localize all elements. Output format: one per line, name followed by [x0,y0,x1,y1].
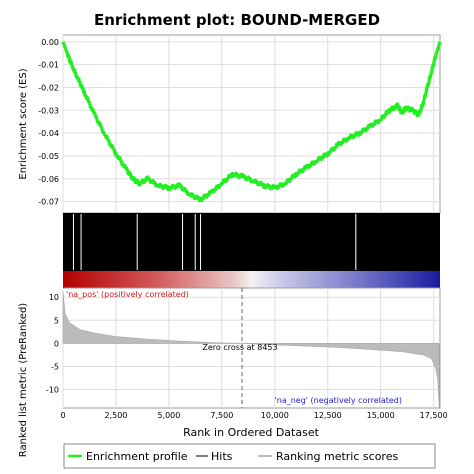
enrichment-profile-line [61,41,442,203]
hit-gap [182,214,184,270]
hit-gap [200,214,202,270]
enrichment-profile-polyline [61,41,442,203]
ranked-y-axis-label: Ranked list metric (PreRanked) [18,303,29,457]
hit-gap [194,214,196,270]
ranked-y-tick-label: 10 [49,293,59,302]
es-y-tick-label: -0.04 [38,129,59,138]
chart-title: Enrichment plot: BOUND-MERGED [94,11,380,29]
hits-bar [63,213,440,271]
es-y-tick-label: -0.02 [38,83,59,92]
legend-ranking-label: Ranking metric scores [276,450,398,463]
neg-correlated-label: 'na_neg' (negatively correlated) [275,396,402,405]
es-y-tick-label: -0.06 [38,175,59,184]
es-panel: 0.00-0.01-0.02-0.03-0.04-0.05-0.06-0.07 … [18,34,442,214]
x-tick-label: 17,500 [420,411,448,420]
es-panel-frame [62,34,441,214]
es-y-tick-label: 0.00 [41,38,59,47]
ranked-y-tick-label: 5 [54,316,59,325]
x-tick-label: 12,500 [314,411,342,420]
hit-gap [355,214,357,270]
ranked-y-ticks: 10 5 0 -5 -10 [46,293,59,394]
legend: Enrichment profile Hits Ranking metric s… [63,443,436,469]
x-tick-label: 7,500 [210,411,233,420]
hits-gaps [72,214,357,270]
hits-panel [63,213,440,288]
es-y-tick-label: -0.05 [38,152,59,161]
legend-enrichment-label: Enrichment profile [86,450,188,463]
rank-color-bar [63,271,440,288]
x-tick-label: 5,000 [157,411,180,420]
ranked-y-tick-label: -5 [51,362,59,371]
ranked-y-tick-label: 0 [54,339,59,348]
ranked-panel: Zero cross at 8453 'na_pos' (positively … [18,287,448,457]
hit-gap [80,214,82,270]
ranked-y-tick-label: -10 [46,386,59,395]
es-y-tick-label: -0.07 [38,198,59,207]
x-tick-label: 2,500 [104,411,127,420]
pos-correlated-label: 'na_pos' (positively correlated) [66,290,189,299]
es-y-tick-label: -0.03 [38,106,59,115]
legend-hits-label: Hits [211,450,233,463]
es-y-tick-label: -0.01 [38,61,59,70]
legend-box [63,443,436,469]
x-tick-label: 0 [60,411,65,420]
es-gridlines [62,35,440,213]
x-tick-label: 15,000 [367,411,395,420]
ranking-metric-area [62,291,440,409]
hit-gap [136,214,138,270]
es-y-ticks: 0.00 -0.01 -0.02 -0.03 -0.04 -0.05 -0.06 -0.07 [38,38,59,207]
ranking-metric-fill [62,291,440,409]
es-y-axis-label: Enrichment score (ES) [18,68,29,179]
x-tick-label: 10,000 [261,411,289,420]
zero-cross-label: Zero cross at 8453 [202,343,277,352]
ranked-x-ticks: 0 2,500 5,000 7,500 10,000 12,500 15,000 17,500 [60,411,447,420]
hit-gap [72,214,74,270]
x-axis-label: Rank in Ordered Dataset [183,426,320,439]
